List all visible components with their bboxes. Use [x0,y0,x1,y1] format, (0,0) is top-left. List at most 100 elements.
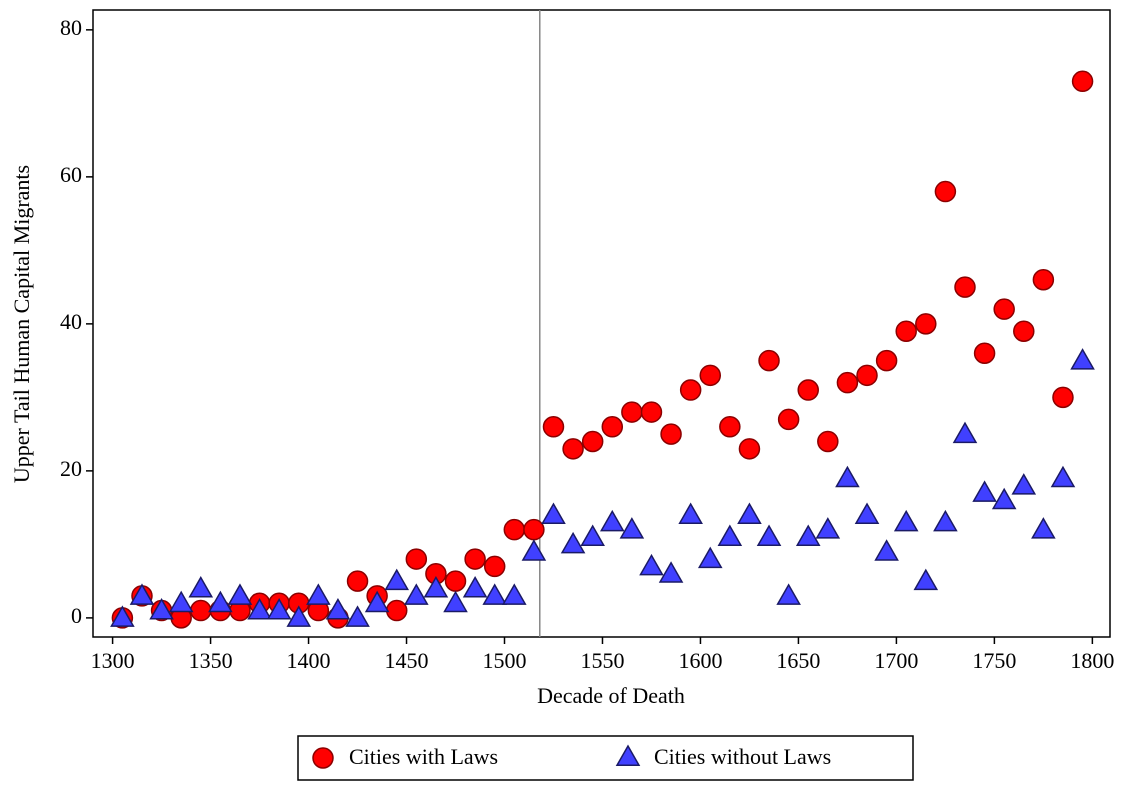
x-tick-label: 1300 [91,648,135,673]
point [991,487,1017,510]
point [208,590,233,613]
point [541,502,566,524]
legend-marker [312,747,334,769]
point [972,480,997,502]
point [266,598,292,620]
point [934,180,957,203]
point [404,583,429,605]
point [1011,473,1037,495]
point [815,517,841,539]
point [188,575,214,598]
point [405,548,428,570]
point [110,605,135,627]
point [482,583,507,605]
point [227,583,253,605]
point [913,568,939,591]
x-tick-label: 1350 [189,648,233,673]
point [678,502,703,524]
point [1031,517,1056,539]
point [346,570,369,592]
point [306,583,331,605]
x-tick-label: 1600 [678,648,722,673]
x-tick-label: 1800 [1070,648,1114,673]
point [777,408,800,431]
point [697,546,723,569]
point [581,430,604,453]
point [1052,386,1074,409]
point [854,502,880,524]
point [835,465,860,488]
point [875,349,898,372]
point [599,509,625,532]
point [1050,465,1076,488]
x-tick-label: 1450 [385,648,429,673]
y-tick-label: 20 [60,456,82,481]
point [621,401,643,423]
point [737,502,762,524]
point [364,590,390,613]
point [619,517,645,539]
point [384,568,410,591]
legend-label: Cities with Laws [349,744,498,769]
x-tick-label: 1500 [483,648,527,673]
y-tick-label: 40 [60,309,82,334]
point [1070,348,1095,370]
point [954,276,976,298]
point [345,605,370,627]
x-tick-label: 1650 [776,648,820,673]
point [738,438,761,460]
point [993,298,1015,320]
point [973,342,996,365]
point [893,509,919,532]
y-axis-label: Upper Tail Human Capital Migrants [9,165,34,483]
point [1013,320,1035,342]
point [423,575,449,598]
y-tick-label: 0 [71,603,82,628]
point [503,518,526,541]
point [523,518,545,541]
point [562,438,584,460]
point [168,590,194,613]
y-tick-label: 80 [60,15,82,40]
point [836,371,859,394]
point [444,570,467,592]
point [952,421,978,444]
point [286,605,312,627]
point [856,364,878,387]
point [1032,269,1055,291]
point [521,539,547,561]
x-tick-label: 1750 [972,648,1016,673]
point [443,590,468,613]
point [758,349,780,372]
point [462,575,488,598]
point [325,598,351,620]
x-tick-label: 1700 [874,648,918,673]
point [560,531,586,554]
point [601,416,624,438]
point [915,313,937,335]
point [464,548,486,570]
point [149,598,174,620]
point [542,416,565,438]
x-axis-label: Decade of Death [537,683,685,708]
point [639,553,664,576]
point [817,430,839,453]
point [190,599,212,622]
point [717,524,743,547]
point [129,583,155,605]
legend-label: Cities without Laws [654,744,831,769]
point [756,524,782,547]
point [658,561,684,583]
x-tick-label: 1550 [580,648,624,673]
point [797,379,819,401]
point [933,509,958,532]
point [483,555,506,578]
point [580,524,605,547]
point [699,364,722,387]
point [660,423,682,445]
point [1071,70,1094,93]
point [795,524,821,547]
point [895,320,917,342]
